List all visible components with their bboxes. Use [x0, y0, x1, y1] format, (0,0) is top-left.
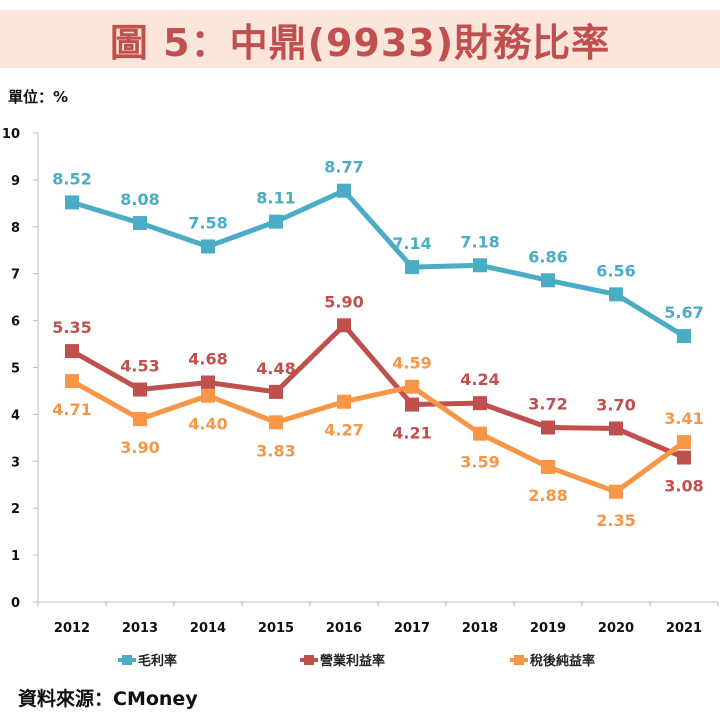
legend-entry: 營業利益率	[320, 653, 385, 669]
source-label: 資料來源：CMoney	[18, 688, 198, 710]
data-label: 7.58	[188, 213, 227, 232]
data-label: 3.41	[664, 409, 703, 428]
data-label: 5.67	[664, 303, 703, 322]
data-label: 8.11	[256, 189, 295, 208]
data-label: 6.56	[596, 261, 635, 280]
legend-entry: 毛利率	[138, 653, 177, 669]
data-label: 5.90	[324, 292, 363, 311]
data-label: 7.18	[460, 232, 499, 251]
data-point-marker	[269, 214, 283, 229]
data-point-marker	[609, 484, 623, 499]
data-label: 4.48	[256, 359, 295, 378]
data-label: 4.71	[52, 400, 91, 419]
chart-title-banner: 圖 5：中鼎(9933)財務比率	[0, 10, 720, 68]
data-label: 2.35	[596, 511, 635, 530]
data-point-marker	[473, 396, 487, 411]
series-line-0	[71, 188, 686, 339]
data-point-marker	[65, 344, 79, 359]
data-point-marker	[133, 382, 147, 397]
data-point-marker	[473, 426, 487, 441]
data-label: 6.86	[528, 247, 567, 266]
y-tick-label: 1	[11, 549, 20, 564]
data-point-marker	[201, 375, 215, 390]
legend-marker-icon	[514, 655, 524, 665]
data-label: 3.59	[460, 453, 499, 472]
data-point-marker	[405, 379, 419, 394]
data-point-marker	[65, 374, 79, 389]
data-label: 4.53	[120, 357, 159, 376]
data-point-marker	[133, 412, 147, 427]
data-label: 8.77	[324, 158, 363, 177]
data-label: 3.72	[528, 395, 567, 414]
data-label: 4.24	[460, 370, 499, 389]
data-label: 4.59	[392, 354, 431, 373]
legend-entry: 稅後純益率	[530, 653, 595, 669]
legend-marker-icon	[122, 655, 132, 665]
data-label: 4.68	[188, 350, 227, 369]
y-tick-label: 10	[2, 127, 20, 142]
unit-label: 單位：%	[8, 88, 69, 106]
y-tick-label: 8	[11, 221, 20, 236]
series-line-1	[70, 322, 685, 460]
x-tick-label: 2018	[462, 621, 498, 636]
data-point-marker	[201, 239, 215, 254]
data-label: 8.08	[120, 190, 159, 209]
data-point-marker	[337, 318, 351, 333]
data-label: 5.35	[52, 318, 91, 337]
x-tick-label: 2021	[666, 621, 702, 636]
data-point-marker	[677, 329, 691, 344]
data-point-marker	[269, 384, 283, 399]
x-tick-label: 2019	[530, 621, 566, 636]
data-label: 4.21	[392, 424, 431, 443]
y-tick-label: 7	[11, 268, 20, 283]
data-point-marker	[609, 287, 623, 302]
data-label: 2.88	[528, 486, 567, 505]
x-tick-label: 2013	[122, 621, 158, 636]
data-label: 4.40	[188, 415, 227, 434]
x-tick-label: 2012	[54, 621, 90, 636]
chart-title: 圖 5：中鼎(9933)財務比率	[109, 20, 611, 65]
data-label: 3.90	[120, 438, 159, 457]
y-tick-label: 9	[11, 174, 20, 189]
data-label: 3.83	[256, 441, 295, 460]
data-point-marker	[541, 459, 555, 474]
legend-marker-icon	[304, 655, 314, 665]
x-tick-label: 2020	[598, 621, 634, 636]
data-label: 4.27	[324, 421, 363, 440]
data-point-marker	[269, 415, 283, 430]
y-tick-label: 3	[11, 455, 20, 470]
y-tick-label: 2	[11, 502, 20, 517]
y-tick-label: 5	[11, 362, 20, 377]
data-point-marker	[677, 450, 691, 465]
y-tick-label: 0	[11, 596, 20, 611]
data-point-marker	[405, 397, 419, 412]
data-point-marker	[473, 258, 487, 273]
x-tick-label: 2016	[326, 621, 362, 636]
data-point-marker	[541, 420, 555, 435]
series-line-2	[70, 378, 686, 495]
data-point-marker	[677, 435, 691, 450]
data-point-marker	[201, 388, 215, 403]
data-label: 3.08	[664, 477, 703, 496]
data-point-marker	[337, 183, 351, 198]
y-tick-label: 4	[11, 408, 20, 423]
x-tick-label: 2015	[258, 621, 294, 636]
y-tick-label: 6	[11, 315, 20, 330]
data-point-marker	[337, 394, 351, 409]
x-tick-label: 2017	[394, 621, 430, 636]
data-point-marker	[541, 273, 555, 288]
x-tick-label: 2014	[190, 621, 226, 636]
data-point-marker	[609, 421, 623, 436]
data-label: 7.14	[392, 234, 431, 253]
data-point-marker	[133, 216, 147, 231]
data-label: 3.70	[596, 395, 635, 414]
data-label: 8.52	[52, 169, 91, 188]
data-point-marker	[405, 260, 419, 275]
data-point-marker	[65, 195, 79, 210]
